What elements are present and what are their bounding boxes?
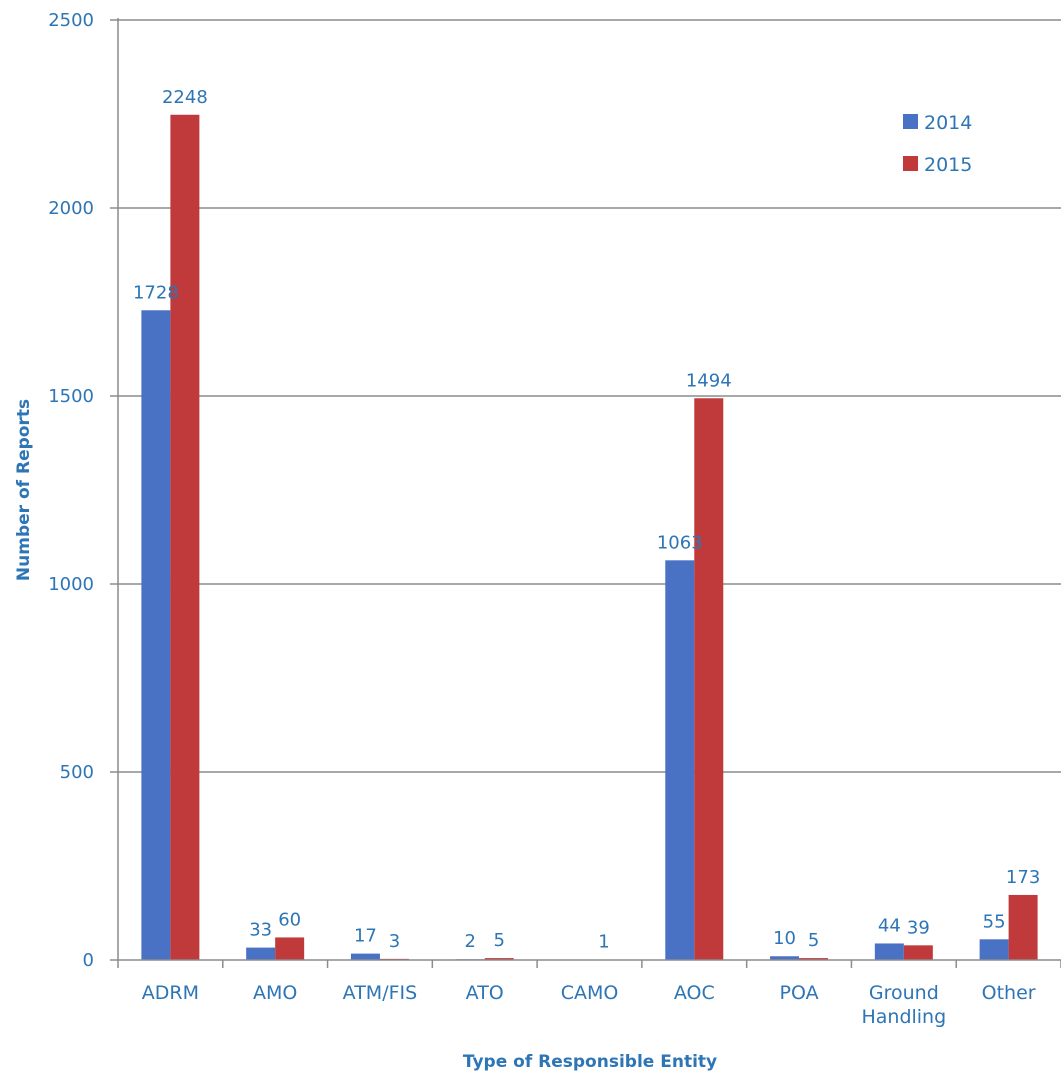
legend-label-2014: 2014 bbox=[924, 112, 972, 134]
bar-2014-aoc bbox=[665, 560, 694, 960]
bar-2014-other bbox=[980, 939, 1009, 960]
bars bbox=[141, 115, 1037, 960]
x-tick-label-line: AMO bbox=[253, 982, 297, 1004]
legend-swatch-2015 bbox=[903, 156, 918, 171]
data-label: 5 bbox=[493, 930, 504, 951]
bar-2015-other bbox=[1009, 895, 1038, 960]
x-tick-label: Ground Handling bbox=[861, 982, 946, 1028]
y-tick-label: 500 bbox=[60, 762, 94, 783]
x-tick-label-line: ATO bbox=[466, 982, 504, 1004]
data-label: 1063 bbox=[657, 532, 703, 553]
data-label: 55 bbox=[983, 911, 1006, 932]
x-tick-label-line: POA bbox=[780, 982, 819, 1004]
data-label: 33 bbox=[249, 920, 272, 941]
bar-2014-amo bbox=[246, 948, 275, 960]
legend-label-2015: 2015 bbox=[924, 154, 972, 176]
data-label: 17 bbox=[354, 926, 377, 947]
x-tick-label-line: Ground bbox=[869, 982, 939, 1004]
x-tick-label: CAMO bbox=[561, 982, 619, 1004]
x-tick-label: ATO bbox=[466, 982, 504, 1004]
data-label: 173 bbox=[1006, 867, 1040, 888]
y-tick-label: 1000 bbox=[48, 574, 94, 595]
data-label: 39 bbox=[907, 917, 930, 938]
bar-2015-amo bbox=[275, 937, 304, 960]
bar-2014-ground-handling bbox=[875, 943, 904, 960]
x-tick-label: AOC bbox=[674, 982, 715, 1004]
data-label: 10 bbox=[773, 928, 796, 949]
x-tick-label-line: ATM/FIS bbox=[343, 982, 418, 1004]
y-axis-title: Number of Reports bbox=[14, 399, 34, 581]
x-tick-label-line: ADRM bbox=[142, 982, 199, 1004]
bar-2015-ground-handling bbox=[904, 945, 933, 960]
x-tick-label-line: CAMO bbox=[561, 982, 619, 1004]
y-tick-label: 1500 bbox=[48, 386, 94, 407]
data-label: 60 bbox=[278, 909, 301, 930]
y-tick-label: 2000 bbox=[48, 198, 94, 219]
data-label: 1728 bbox=[133, 282, 179, 303]
x-tick-label: Other bbox=[982, 982, 1036, 1004]
axes bbox=[110, 18, 1061, 968]
x-tick-label-line: Handling bbox=[861, 1006, 946, 1028]
legend-swatch-2014 bbox=[903, 114, 918, 129]
x-tick-labels: ADRM AMO ATM/FIS ATO CAMO AOC POA Ground Handlin… bbox=[142, 982, 1036, 1028]
x-tick-label-line: Other bbox=[982, 982, 1036, 1004]
y-tick-labels: 0 500 1000 1500 2000 2500 bbox=[48, 10, 94, 971]
bar-2014-adrm bbox=[141, 310, 170, 960]
y-tick-label: 0 bbox=[83, 950, 94, 971]
y-tick-label: 2500 bbox=[48, 10, 94, 31]
bar-2014-atm/fis bbox=[351, 954, 380, 960]
x-tick-label-line: AOC bbox=[674, 982, 715, 1004]
data-label: 2 bbox=[464, 931, 475, 952]
gridlines bbox=[118, 20, 1061, 772]
x-tick-label: POA bbox=[780, 982, 819, 1004]
data-label: 5 bbox=[808, 930, 819, 951]
x-tick-label: AMO bbox=[253, 982, 297, 1004]
data-label: 1 bbox=[598, 932, 609, 953]
x-tick-label: ADRM bbox=[142, 982, 199, 1004]
data-label: 3 bbox=[389, 931, 400, 952]
x-tick-label: ATM/FIS bbox=[343, 982, 418, 1004]
x-axis-title: Type of Responsible Entity bbox=[463, 1052, 717, 1072]
bar-2015-aoc bbox=[694, 398, 723, 960]
legend: 2014 2015 bbox=[903, 112, 972, 176]
data-label: 1494 bbox=[686, 370, 732, 391]
data-label: 44 bbox=[878, 915, 901, 936]
bar-2015-adrm bbox=[170, 115, 199, 960]
data-label: 2248 bbox=[162, 87, 208, 108]
